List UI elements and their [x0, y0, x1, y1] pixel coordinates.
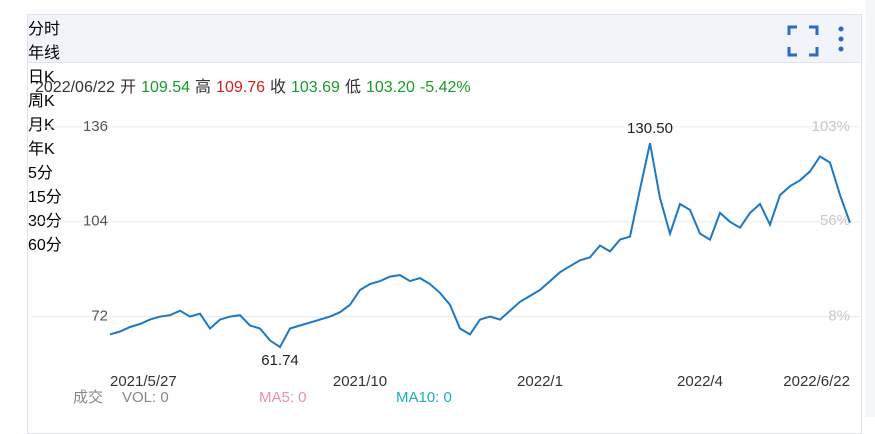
quote-change: -5.42%: [419, 79, 471, 96]
tab[interactable]: 月K: [28, 117, 55, 134]
more-icon[interactable]: [833, 21, 849, 61]
y2-tick-label: 103%: [812, 118, 850, 135]
stock-panel: 分时 年线 日K 周K 月K 年K 5分 15分 30分 60分 2022/06/22 开 109.5…: [27, 14, 862, 434]
x-tick-label: 2022/4: [677, 373, 723, 390]
x-tick-label: 2021/10: [333, 373, 387, 390]
side-strip: [866, 0, 875, 417]
quote-date: 2022/06/22: [35, 79, 116, 96]
tab-bar: 分时 年线 日K 周K 月K 年K 5分 15分 30分 60分: [28, 15, 861, 254]
tab[interactable]: 分时: [28, 21, 61, 38]
tab[interactable]: 周K: [28, 93, 55, 110]
x-tick-label: 2022/6/22: [783, 373, 850, 390]
y2-tick-label: 56%: [820, 212, 850, 229]
volume-ma10: MA10: 0: [396, 389, 452, 406]
quote-label: 低: [344, 79, 361, 96]
quote-line: 2022/06/22 开 109.54 高 109.76 收 103.69 低 103.20 -5…: [35, 73, 476, 97]
quote-value: 103.20: [365, 79, 415, 96]
tab[interactable]: 日K: [28, 69, 55, 86]
page: 分时 年线 日K 周K 月K 年K 5分 15分 30分 60分 2022/06/22 开 109.5…: [27, 0, 875, 434]
x-tick-label: 2021/5/27: [110, 373, 177, 390]
quote-value: 109.54: [141, 79, 191, 96]
chart: 136 104 72 103% 56% 8% 2021/5/27 2021/10 2022/1 2…: [30, 118, 860, 406]
tab[interactable]: 年K: [28, 141, 55, 158]
fullscreen-icon[interactable]: [783, 21, 823, 61]
quote-value: 103.69: [291, 79, 340, 96]
y-tick-label: 72: [91, 308, 108, 325]
tab[interactable]: 年线: [28, 45, 61, 62]
quote-value: 109.76: [216, 79, 265, 96]
quote-label: 收: [269, 79, 286, 96]
y2-tick-label: 8%: [828, 308, 850, 325]
value-label: 130.50: [627, 120, 673, 137]
value-label: 61.74: [261, 352, 299, 369]
y-tick-label: 104: [83, 213, 108, 230]
y-tick-label: 136: [83, 118, 108, 135]
quote-label: 高: [195, 79, 212, 96]
volume-ma5: MA5: 0: [259, 389, 307, 406]
tab[interactable]: 5分: [28, 165, 53, 182]
quote-label: 开: [120, 79, 137, 96]
price-line: [109, 142, 851, 349]
x-tick-label: 2022/1: [517, 373, 563, 390]
tab[interactable]: 60分: [28, 237, 62, 254]
tab[interactable]: 15分: [28, 189, 62, 206]
volume-vol: VOL: 0: [122, 389, 169, 406]
volume-label: 成交: [73, 388, 103, 406]
